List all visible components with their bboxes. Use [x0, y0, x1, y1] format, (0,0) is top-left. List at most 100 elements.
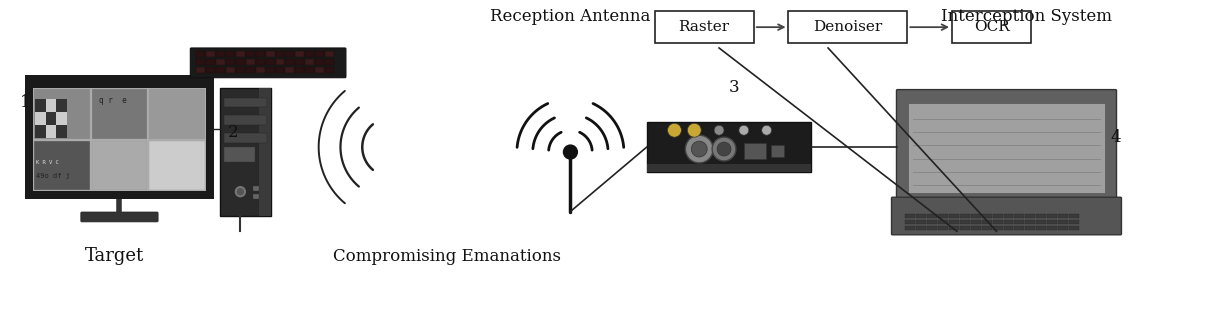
- Bar: [296, 59, 304, 65]
- Bar: [36, 125, 46, 138]
- Bar: [982, 220, 992, 224]
- Bar: [938, 226, 947, 230]
- Bar: [315, 51, 324, 57]
- Text: 2: 2: [228, 124, 239, 141]
- Text: 4: 4: [1110, 129, 1121, 146]
- Bar: [266, 51, 275, 57]
- Bar: [906, 214, 915, 218]
- Bar: [1025, 220, 1035, 224]
- Bar: [993, 220, 1003, 224]
- Bar: [928, 226, 938, 230]
- Bar: [917, 220, 926, 224]
- Circle shape: [712, 137, 736, 161]
- Bar: [34, 141, 90, 190]
- Bar: [1025, 226, 1035, 230]
- Bar: [296, 67, 304, 73]
- Bar: [26, 75, 213, 80]
- Bar: [938, 214, 947, 218]
- Bar: [206, 51, 216, 57]
- Bar: [57, 125, 67, 138]
- Bar: [286, 67, 294, 73]
- Bar: [917, 226, 926, 230]
- Text: 1: 1: [20, 94, 31, 111]
- FancyBboxPatch shape: [190, 48, 346, 78]
- Bar: [1069, 226, 1079, 230]
- Bar: [1036, 226, 1046, 230]
- Bar: [654, 11, 754, 43]
- Circle shape: [715, 125, 724, 135]
- Bar: [223, 98, 267, 107]
- Bar: [225, 51, 235, 57]
- Bar: [296, 51, 304, 57]
- Bar: [306, 67, 314, 73]
- Text: q r  e: q r e: [99, 96, 127, 105]
- Bar: [744, 143, 765, 159]
- Bar: [149, 89, 205, 139]
- Circle shape: [761, 125, 771, 135]
- Circle shape: [685, 135, 713, 163]
- Text: K R V C: K R V C: [36, 160, 59, 165]
- Bar: [1058, 214, 1068, 218]
- Text: OCR: OCR: [973, 20, 1009, 34]
- Bar: [216, 67, 225, 73]
- Bar: [1014, 214, 1024, 218]
- Bar: [91, 141, 147, 190]
- Bar: [46, 112, 57, 125]
- Bar: [206, 59, 216, 65]
- Bar: [246, 67, 255, 73]
- Bar: [906, 220, 915, 224]
- Bar: [993, 226, 1003, 230]
- Bar: [225, 59, 235, 65]
- Bar: [1058, 226, 1068, 230]
- Bar: [960, 226, 970, 230]
- Bar: [34, 89, 90, 139]
- Bar: [1069, 220, 1079, 224]
- Bar: [1004, 220, 1014, 224]
- Bar: [1025, 214, 1035, 218]
- Bar: [928, 214, 938, 218]
- Bar: [993, 214, 1003, 218]
- FancyBboxPatch shape: [892, 197, 1121, 235]
- Bar: [223, 147, 255, 162]
- Bar: [46, 99, 57, 112]
- Bar: [938, 220, 947, 224]
- Bar: [196, 67, 206, 73]
- Bar: [952, 11, 1031, 43]
- Bar: [256, 51, 265, 57]
- Bar: [216, 59, 225, 65]
- Bar: [1004, 226, 1014, 230]
- Bar: [266, 59, 275, 65]
- Bar: [971, 220, 981, 224]
- Bar: [276, 51, 285, 57]
- Bar: [1004, 214, 1014, 218]
- Bar: [770, 145, 785, 157]
- Bar: [276, 59, 285, 65]
- Bar: [223, 115, 267, 125]
- Bar: [325, 51, 334, 57]
- Bar: [1058, 220, 1068, 224]
- Bar: [254, 194, 259, 199]
- Bar: [36, 112, 46, 125]
- Bar: [206, 67, 216, 73]
- Bar: [306, 51, 314, 57]
- Bar: [246, 51, 255, 57]
- Bar: [1047, 214, 1057, 218]
- Bar: [982, 226, 992, 230]
- Circle shape: [238, 189, 244, 195]
- Bar: [971, 226, 981, 230]
- Bar: [908, 104, 1105, 193]
- Bar: [647, 122, 811, 172]
- Bar: [949, 214, 958, 218]
- Bar: [788, 11, 908, 43]
- Bar: [33, 88, 206, 191]
- Text: Denoiser: Denoiser: [813, 20, 882, 34]
- Bar: [949, 226, 958, 230]
- Text: Interception System: Interception System: [941, 8, 1111, 25]
- Circle shape: [235, 187, 245, 197]
- Bar: [235, 59, 245, 65]
- Bar: [286, 51, 294, 57]
- Bar: [315, 59, 324, 65]
- Bar: [196, 59, 206, 65]
- Text: Compromising Emanations: Compromising Emanations: [333, 248, 561, 265]
- Bar: [246, 59, 255, 65]
